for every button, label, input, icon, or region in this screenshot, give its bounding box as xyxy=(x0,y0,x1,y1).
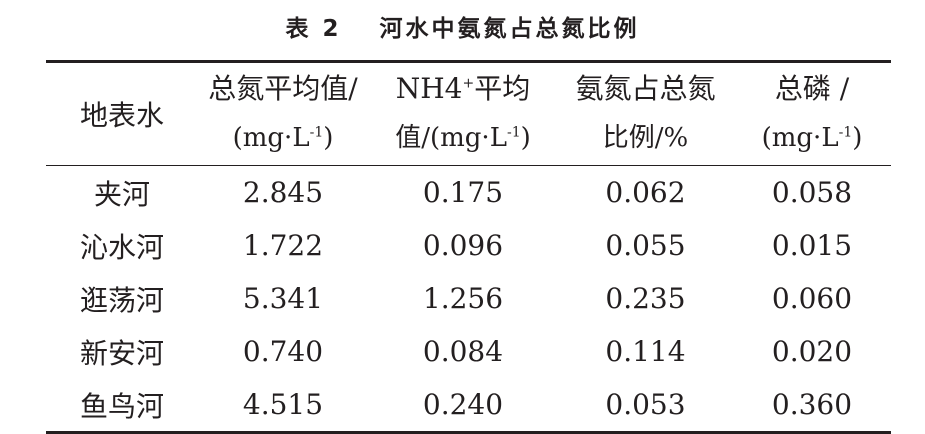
river-name: 沁水河 xyxy=(79,230,164,264)
cell-value: 0.240 xyxy=(368,378,558,434)
table-number: 表 2 xyxy=(285,16,342,42)
table-row: 鱼鸟河 4.515 0.240 0.053 0.360 xyxy=(46,378,891,434)
cell-value: 0.062 xyxy=(605,176,686,209)
header-ammonium: NH4+平均 值/(mg·L-1) xyxy=(368,60,558,166)
table-title: 河水中氨氮占总氮比例 xyxy=(379,16,640,42)
cell-value: 0.020 xyxy=(771,335,853,368)
river-name: 新安河 xyxy=(79,336,164,370)
cell-value: 0.015 xyxy=(771,229,853,262)
cell-value: 0.096 xyxy=(422,229,504,262)
cell-value: 4.515 xyxy=(198,378,368,434)
table-row: 新安河 0.740 0.084 0.114 0.020 xyxy=(46,325,891,378)
table-caption: 表 2 河水中氨氮占总氮比例 xyxy=(0,0,925,52)
table-row: 逛荡河 5.341 1.256 0.235 0.060 xyxy=(46,272,891,325)
cell-value: 0.053 xyxy=(558,378,733,434)
cell-value: 5.341 xyxy=(242,282,324,315)
river-name: 夹河 xyxy=(93,177,150,211)
river-name: 鱼鸟河 xyxy=(46,378,198,434)
cell-value: 0.114 xyxy=(605,335,686,368)
data-table: 地表水 总氮平均值/ (mg·L-1) NH4+平均 值/(mg·L-1) 氨氮… xyxy=(46,60,891,434)
cell-value: 0.084 xyxy=(422,335,504,368)
header-surface-water: 地表水 xyxy=(46,60,198,166)
cell-value: 0.058 xyxy=(771,176,853,209)
header-row: 地表水 总氮平均值/ (mg·L-1) NH4+平均 值/(mg·L-1) 氨氮… xyxy=(46,60,891,166)
table-row: 沁水河 1.722 0.096 0.055 0.015 xyxy=(46,219,891,272)
header-total-nitrogen: 总氮平均值/ (mg·L-1) xyxy=(198,60,368,166)
cell-value: 0.175 xyxy=(422,176,504,209)
cell-value: 0.060 xyxy=(771,282,853,315)
cell-value: 2.845 xyxy=(242,176,324,209)
cell-value: 0.360 xyxy=(733,378,891,434)
cell-value: 1.722 xyxy=(242,229,324,262)
cell-value: 1.256 xyxy=(422,282,504,315)
header-total-phosphorus: 总磷 / (mg·L-1) xyxy=(733,60,891,166)
river-name: 逛荡河 xyxy=(79,283,164,317)
cell-value: 0.055 xyxy=(605,229,686,262)
cell-value: 0.740 xyxy=(242,335,324,368)
header-ratio: 氨氮占总氮 比例/% xyxy=(558,60,733,166)
cell-value: 0.235 xyxy=(605,282,686,315)
table-row: 夹河 2.845 0.175 0.062 0.058 xyxy=(46,166,891,220)
